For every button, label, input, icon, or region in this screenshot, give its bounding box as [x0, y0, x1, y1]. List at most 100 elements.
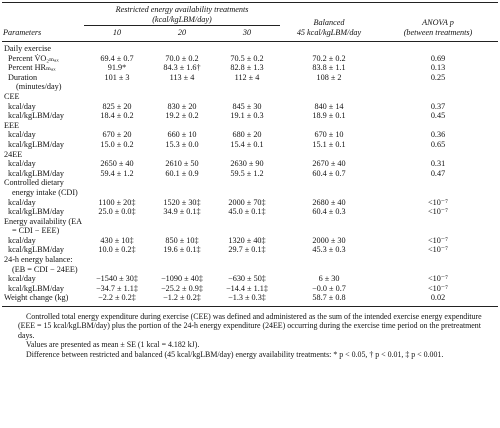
footnote: Values are presented as mean ± SE (1 kca…: [26, 340, 200, 350]
table-row: kcal/kgLBM/day 18.4 ± 0.2 19.2 ± 0.2 19.1 ±…: [2, 111, 498, 121]
table-cell: 0.45: [430, 111, 446, 121]
row-label: kcal/day: [8, 235, 36, 245]
header-line: Restricted energy availability treatment…: [115, 5, 249, 14]
table-cell: 19.2 ± 0.2: [165, 111, 199, 121]
table-cell: 59.4 ± 1.2: [100, 168, 134, 178]
table-cell: 60.4 ± 0.3: [312, 207, 346, 217]
table-cell: −1.2 ± 0.2‡: [150, 293, 214, 308]
table-row: 24-h energy balance: (EB = CDI − 24EE): [2, 255, 498, 274]
table-cell: 0.69: [430, 53, 446, 63]
table-cell: 15.1 ± 0.1: [312, 139, 346, 149]
table-row: kcal/kgLBM/day −34.7 ± 1.1‡ −25.2 ± 0.9‡ −1…: [2, 284, 498, 294]
row-label: CEE: [4, 91, 20, 101]
table-cell: 0.13: [430, 63, 446, 73]
table-row: kcal/kgLBM/day 15.0 ± 0.2 15.3 ± 0.0 15.4 ±…: [2, 140, 498, 150]
table-row: Percent V̇O₂ₘₐₓ 69.4 ± 0.7 70.0 ± 0.2 70.5 …: [2, 54, 498, 64]
table-cell: 0.31: [430, 159, 446, 169]
table-row: Controlled dietary energy intake (CDI): [2, 178, 498, 197]
table-cell: <10⁻⁷: [428, 274, 448, 284]
table-cell: 2630 ± 90: [230, 159, 264, 169]
table-row: Daily exercise: [2, 42, 498, 54]
table-cell: 112 ± 4: [234, 72, 260, 82]
header-group: Restricted energy availability treatment…: [84, 2, 280, 26]
table-cell: 101 ± 3: [104, 72, 130, 82]
table-cell: 91.9*: [107, 63, 127, 73]
row-label: Duration (minutes/day): [8, 72, 62, 92]
table-row: kcal/day 2650 ± 40 2610 ± 50 2630 ± 90 2670 …: [2, 159, 498, 169]
table-cell: 34.9 ± 0.1‡: [163, 207, 201, 217]
header-line: 45 kcal/kgLBM/day: [296, 28, 362, 37]
table-cell: 58.7 ± 0.8: [280, 293, 378, 308]
table-cell: −1540 ± 30‡: [96, 274, 138, 284]
row-label: 24-h energy balance: (EB = CDI − 24EE): [4, 255, 78, 274]
table-cell: 82.8 ± 1.3: [230, 63, 264, 73]
table-cell: 1520 ± 30‡: [163, 197, 201, 207]
table-cell: 60.1 ± 0.9: [165, 168, 199, 178]
table-cell: −630 ± 50‡: [228, 274, 266, 284]
table-cell: 45.3 ± 0.3: [312, 245, 346, 255]
row-label: Percent HRₘₐₓ: [8, 63, 56, 73]
table-cell: 2680 ± 40: [312, 197, 346, 207]
table-cell: 0.65: [430, 139, 446, 149]
table-cell: 70.0 ± 0.2: [165, 53, 199, 63]
table-cell: 1320 ± 40‡: [228, 235, 266, 245]
table-cell: 2000 ± 70‡: [228, 197, 266, 207]
header-line: Balanced: [313, 18, 345, 27]
empty-cell: [84, 150, 498, 160]
table-cell: 10.0 ± 0.2‡: [98, 245, 136, 255]
table-cell: 2670 ± 40: [312, 159, 346, 169]
table-cell: 850 ± 10‡: [165, 235, 199, 245]
header-row: Parameters Restricted energy availability…: [2, 2, 498, 42]
table-cell: 845 ± 30: [232, 101, 262, 111]
header-balanced: Balanced 45 kcal/kgLBM/day: [280, 2, 378, 42]
table-row: Percent HRₘₐₓ 91.9* 84.3 ± 1.6† 82.8 ± 1.3 8…: [2, 63, 498, 73]
row-label: Controlled dietary energy intake (CDI): [4, 178, 78, 197]
table-cell: −0.0 ± 0.7: [312, 283, 346, 293]
empty-cell: [84, 217, 498, 236]
row-label: Percent V̇O₂ₘₐₓ: [8, 53, 59, 63]
table-row: Weight change (kg) −2.2 ± 0.2‡ −1.2 ± 0.2‡…: [2, 293, 498, 308]
table-cell: 670 ± 20: [102, 130, 132, 140]
row-label: kcal/kgLBM/day: [8, 111, 64, 121]
row-label: kcal/day: [8, 130, 36, 140]
document: Parameters Restricted energy availability…: [2, 2, 498, 359]
table-row: kcal/day 1100 ± 20‡ 1520 ± 30‡ 2000 ± 70‡ 26…: [2, 198, 498, 208]
row-label: kcal/day: [8, 159, 36, 169]
table-cell: 2000 ± 30: [312, 235, 346, 245]
table-cell: <10⁻⁷: [428, 283, 448, 293]
table-cell: 60.4 ± 0.7: [312, 168, 346, 178]
row-label: kcal/kgLBM/day: [8, 139, 64, 149]
table-cell: 840 ± 14: [314, 101, 344, 111]
header-treatment: 20: [150, 25, 214, 42]
table-cell: 19.6 ± 0.1‡: [163, 245, 201, 255]
table-cell: <10⁻⁷: [428, 235, 448, 245]
table-cell: 660 ± 10: [167, 130, 197, 140]
table-cell: −25.2 ± 0.9‡: [161, 283, 203, 293]
table-cell: −34.7 ± 1.1‡: [96, 283, 138, 293]
footnote: Controlled total energy expenditure duri…: [18, 312, 482, 340]
table-cell: 70.2 ± 0.2: [312, 53, 346, 63]
table-cell: −14.4 ± 1.1‡: [226, 283, 268, 293]
footnote: Difference between restricted and balanc…: [26, 349, 444, 359]
header-line: (between treatments): [403, 28, 473, 37]
table-row: kcal/day 430 ± 10‡ 850 ± 10‡ 1320 ± 40‡ 2000…: [2, 236, 498, 246]
row-label: kcal/day: [8, 101, 36, 111]
table-cell: 0.47: [430, 168, 446, 178]
data-table: Parameters Restricted energy availability…: [2, 2, 498, 308]
header-anova: ANOVA p (between treatments): [378, 2, 498, 42]
header-line: ANOVA p: [422, 18, 454, 27]
empty-cell: [84, 92, 498, 102]
table-cell: 69.4 ± 0.7: [100, 53, 134, 63]
table-cell: 25.0 ± 0.0‡: [98, 207, 136, 217]
table-cell: <10⁻⁷: [428, 197, 448, 207]
table-cell: −1.3 ± 0.3‡: [214, 293, 280, 308]
table-row: kcal/kgLBM/day 10.0 ± 0.2‡ 19.6 ± 0.1‡ 29.7…: [2, 245, 498, 255]
row-label: EEE: [4, 120, 20, 130]
table-cell: 830 ± 20: [167, 101, 197, 111]
empty-cell: [84, 42, 498, 54]
table-cell: 83.8 ± 1.1: [312, 63, 346, 73]
empty-cell: [84, 178, 498, 197]
table-cell: 18.4 ± 0.2: [100, 111, 134, 121]
table-cell: 45.0 ± 0.1‡: [228, 207, 266, 217]
